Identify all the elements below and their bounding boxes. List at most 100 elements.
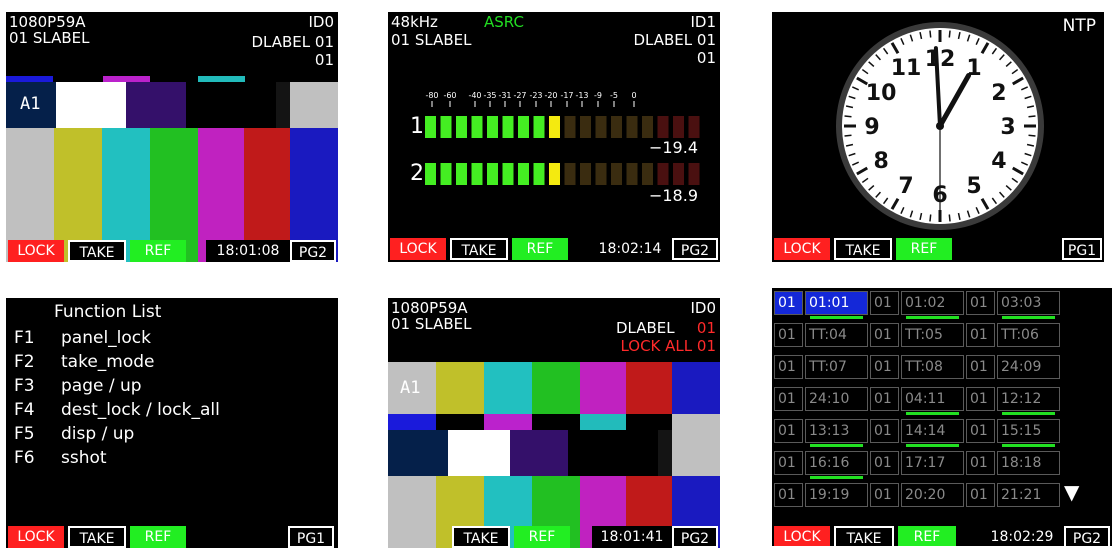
grid-cell-text: TT:07 [809, 359, 847, 375]
meter-segment [487, 163, 498, 185]
grid-cell-number[interactable]: 01 [774, 355, 803, 379]
clock-tick [1024, 152, 1032, 157]
grid-cell-label[interactable]: 16:16 [805, 451, 868, 479]
take-button[interactable]: TAKE [68, 240, 126, 262]
clock-numeral: 4 [991, 149, 1006, 174]
grid-cell-label[interactable]: 01:02 [901, 291, 964, 319]
grid-cell-number[interactable]: 01 [966, 291, 995, 315]
grid-cell-number[interactable]: 01 [870, 355, 899, 379]
grid-cell-number[interactable]: 01 [870, 291, 899, 315]
grid-cell-number[interactable]: 01 [870, 387, 899, 411]
grid-cell-label[interactable]: 12:12 [997, 387, 1060, 415]
grid-cell-number[interactable]: 01 [966, 451, 995, 475]
grid-cell-label[interactable]: 24:10 [805, 387, 868, 411]
page-button[interactable]: PG2 [672, 238, 718, 260]
take-button[interactable]: TAKE [452, 526, 510, 548]
white-block [448, 430, 510, 476]
grid-cell-number[interactable]: 01 [966, 355, 995, 379]
clock-tick [845, 143, 854, 147]
take-button[interactable]: TAKE [834, 238, 892, 260]
grid-cell-label[interactable]: TT:06 [997, 323, 1060, 347]
grid-cell-label[interactable]: 03:03 [997, 291, 1060, 319]
grid-cell-label[interactable]: 15:15 [997, 419, 1060, 447]
grid-cell-label[interactable]: 17:17 [901, 451, 964, 475]
page-button[interactable]: PG2 [672, 526, 718, 548]
dest-label: DLABEL 01 [251, 33, 335, 51]
grid-cell-number[interactable]: 01 [870, 419, 899, 443]
grid-cell-number[interactable]: 01 [966, 387, 995, 411]
clock-tick [851, 161, 859, 166]
page-button[interactable]: PG1 [1062, 238, 1102, 260]
ref-button[interactable]: REF [130, 240, 186, 262]
grid-cell-number[interactable]: 01 [870, 451, 899, 475]
purple-block [510, 430, 568, 476]
ref-button[interactable]: REF [514, 526, 570, 548]
page-button[interactable]: PG2 [1064, 526, 1110, 546]
clock-tick [1005, 61, 1012, 68]
audio-badge: A1 [20, 94, 41, 114]
bar-blue [290, 128, 338, 262]
channel-2-level: −18.9 [648, 186, 698, 205]
grid-cell-number[interactable]: 01 [966, 323, 995, 347]
grid-cell-label[interactable]: 21:21 [997, 483, 1060, 507]
ref-button[interactable]: REF [512, 238, 568, 260]
grid-cell-number[interactable]: 01 [774, 419, 803, 443]
clock-tick [991, 197, 998, 205]
panel-analog-clock: NTP 12 1 2 3 4 5 6 7 8 9 10 11 LOCK TAKE REF PG1 [772, 12, 1104, 262]
lock-button[interactable]: LOCK [8, 240, 64, 262]
grid-cell-label[interactable]: 24:09 [997, 355, 1060, 379]
grid-cell-number[interactable]: 01 [774, 323, 803, 347]
grid-cell-number[interactable]: 01 [774, 451, 803, 475]
meter-segment [487, 116, 498, 138]
grid-cell-text: 15:15 [1001, 423, 1042, 439]
grid-cell-label[interactable]: TT:04 [805, 323, 868, 347]
bar-gray-low [388, 476, 436, 548]
grid-cell-number[interactable]: 01 [966, 483, 995, 507]
bar-red [626, 362, 672, 414]
grid-cell-number[interactable]: 01 [870, 323, 899, 347]
take-button[interactable]: TAKE [68, 526, 126, 548]
grid-cell-number[interactable]: 01 [774, 387, 803, 411]
channel-1-level: −19.4 [648, 138, 698, 157]
grid-cell-label[interactable]: 04:11 [901, 387, 964, 415]
grid-cell-label[interactable]: 20:20 [901, 483, 964, 507]
lock-button[interactable]: LOCK [774, 526, 830, 546]
grid-cell-number[interactable]: 01 [774, 483, 803, 507]
grid-cell-number[interactable]: 01 [870, 483, 899, 507]
ref-button[interactable]: REF [898, 526, 956, 546]
take-button[interactable]: TAKE [450, 238, 508, 260]
ref-button[interactable]: REF [130, 526, 186, 548]
grid-cell-label[interactable]: TT:08 [901, 355, 964, 379]
grid-cell-number[interactable]: 01 [774, 291, 803, 315]
grid-cell-label[interactable]: 01:01 [805, 291, 868, 319]
grid-cell-number[interactable]: 01 [966, 419, 995, 443]
function-key: F1 [14, 328, 35, 348]
cyan-strip [198, 76, 245, 82]
page-button[interactable]: PG1 [288, 526, 334, 548]
clock-tick [1028, 134, 1036, 137]
source-label: 01 SLABEL [391, 315, 472, 333]
meter-scale-label: -35 [483, 91, 496, 100]
grid-cell-label[interactable]: 19:19 [805, 483, 868, 507]
clock-tick [868, 184, 875, 191]
grid-cell-label[interactable]: TT:07 [805, 355, 868, 379]
clock-tick [919, 212, 923, 221]
grid-cell-underline [810, 444, 863, 447]
meter-segment [626, 163, 638, 185]
dest-number: 01 [696, 319, 716, 337]
lock-button[interactable]: LOCK [8, 526, 64, 548]
grid-cell-text: 18:18 [1001, 455, 1042, 471]
grid-cell-label[interactable]: 14:14 [901, 419, 964, 447]
clock-numeral: 3 [1000, 115, 1015, 140]
scroll-down-icon[interactable]: ▼ [1064, 480, 1080, 504]
lock-button[interactable]: LOCK [390, 238, 446, 260]
clock-tick [966, 210, 971, 218]
page-button[interactable]: PG2 [290, 240, 336, 262]
lock-button[interactable]: LOCK [774, 238, 830, 260]
grid-cell-label[interactable]: 18:18 [997, 451, 1060, 475]
meter-scale-label: -13 [575, 91, 588, 100]
take-button[interactable]: TAKE [834, 526, 894, 546]
grid-cell-label[interactable]: TT:05 [901, 323, 964, 347]
ref-button[interactable]: REF [896, 238, 952, 260]
grid-cell-label[interactable]: 13:13 [805, 419, 868, 447]
